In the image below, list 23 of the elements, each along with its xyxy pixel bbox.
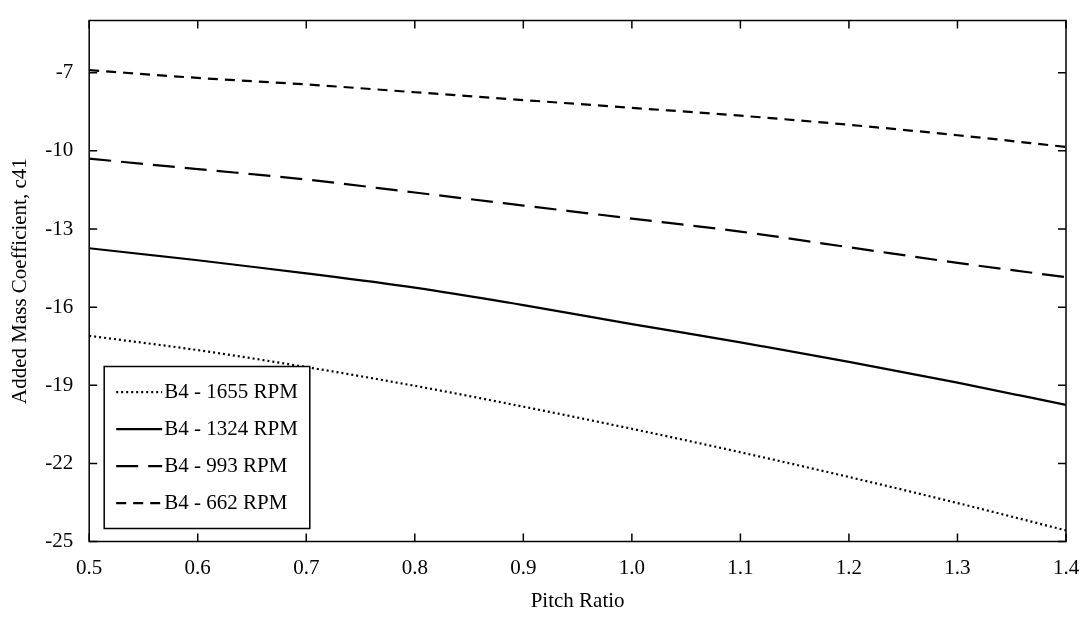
y-tick-label: -10: [45, 137, 74, 162]
y-axis-title: Added Mass Coefficient, c41: [7, 158, 32, 404]
y-tick-label: -19: [45, 371, 74, 396]
x-tick-label: 0.6: [184, 554, 211, 579]
legend-label: B4 - 1655 RPM: [164, 378, 299, 403]
y-tick-label: -22: [45, 449, 74, 474]
x-tick-label: 1.0: [618, 554, 645, 579]
y-tick-label: -13: [45, 215, 74, 240]
legend-label: B4 - 1324 RPM: [164, 415, 299, 440]
x-tick-label: 0.8: [401, 554, 428, 579]
legend-label: B4 - 662 RPM: [164, 489, 288, 514]
x-tick-label: 0.5: [76, 554, 103, 579]
legend-label: B4 - 993 RPM: [164, 452, 288, 477]
x-axis-title: Pitch Ratio: [530, 587, 625, 612]
y-tick-label: -7: [55, 59, 74, 84]
x-tick-label: 0.7: [293, 554, 320, 579]
y-tick-label: -25: [45, 528, 74, 553]
y-tick-label: -16: [45, 293, 74, 318]
x-tick-label: 1.1: [727, 554, 754, 579]
x-tick-label: 1.3: [944, 554, 971, 579]
x-tick-label: 1.2: [835, 554, 863, 579]
x-tick-label: 1.4: [1052, 554, 1080, 579]
x-tick-label: 0.9: [510, 554, 537, 579]
